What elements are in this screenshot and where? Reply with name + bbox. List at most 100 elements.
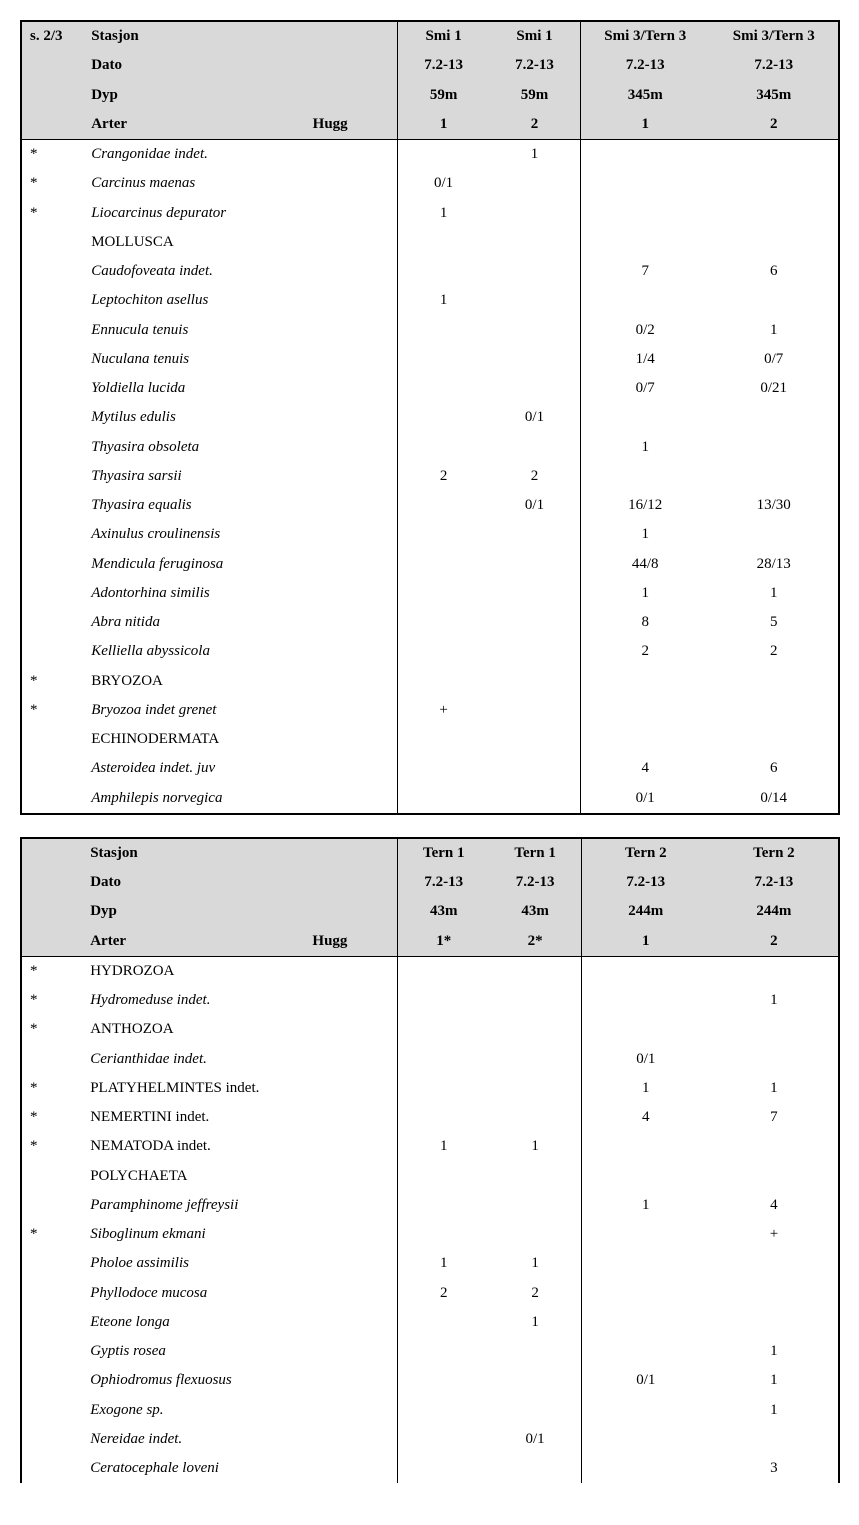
data-cell	[580, 696, 709, 725]
data-cell: 2	[580, 637, 709, 666]
data-cell	[709, 725, 839, 754]
data-cell	[581, 1425, 710, 1454]
row-mark: *	[21, 1074, 82, 1103]
data-cell: 0/2	[580, 316, 709, 345]
page-label: s. 2/3	[30, 28, 63, 44]
data-cell: 6	[709, 754, 839, 783]
header-stasjon-2: Stasjon	[82, 838, 397, 868]
data-cell: 13/30	[709, 491, 839, 520]
table-2-header: Stasjon Tern 1 Tern 1 Tern 2 Tern 2 Dato…	[21, 838, 839, 957]
data-cell	[398, 433, 489, 462]
data-cell	[489, 1103, 581, 1132]
data-cell	[581, 1015, 710, 1044]
table-row: Ennucula tenuis0/21	[21, 316, 839, 345]
header-dato: Dato	[83, 51, 397, 80]
data-cell	[489, 1454, 581, 1483]
data-cell: 4	[710, 1191, 839, 1220]
species-name: Hydromeduse indet.	[82, 986, 397, 1015]
data-cell	[489, 1191, 581, 1220]
data-cell	[398, 520, 489, 549]
t1-station-1: Smi 1	[398, 21, 489, 51]
table-row: Exogone sp.1	[21, 1396, 839, 1425]
data-cell: 1	[580, 579, 709, 608]
data-cell	[580, 725, 709, 754]
data-cell: 0/1	[489, 491, 580, 520]
data-cell	[489, 228, 580, 257]
data-cell	[489, 1396, 581, 1425]
data-cell	[581, 1337, 710, 1366]
species-name: Caudofoveata indet.	[83, 257, 397, 286]
data-cell: 0/21	[709, 374, 839, 403]
data-cell	[398, 1162, 490, 1191]
row-mark: *	[21, 140, 83, 170]
table-row: Ophiodromus flexuosus0/11	[21, 1366, 839, 1395]
row-mark	[21, 286, 83, 315]
t1-station-3: Smi 3/Tern 3	[580, 21, 709, 51]
data-cell: +	[710, 1220, 839, 1249]
t2-hugg-3: 1	[581, 927, 710, 957]
table-row: *Siboglinum ekmani+	[21, 1220, 839, 1249]
row-mark: *	[21, 169, 83, 198]
data-cell	[580, 228, 709, 257]
table-row: Nereidae indet.0/1	[21, 1425, 839, 1454]
data-cell	[581, 1132, 710, 1161]
header-dato-2: Dato	[82, 868, 397, 897]
t2-depth-4: 244m	[710, 897, 839, 926]
data-cell	[580, 169, 709, 198]
row-mark	[21, 228, 83, 257]
row-mark: *	[21, 1220, 82, 1249]
row-mark	[21, 462, 83, 491]
table-row: Cerianthidae indet.0/1	[21, 1045, 839, 1074]
data-cell	[398, 1074, 490, 1103]
data-cell: 0/1	[489, 1425, 581, 1454]
table-row: Eteone longa1	[21, 1308, 839, 1337]
t1-hugg-2: 2	[489, 110, 580, 140]
data-cell	[398, 1191, 490, 1220]
t2-date-2: 7.2-13	[489, 868, 581, 897]
data-cell: 2	[398, 462, 489, 491]
row-mark	[21, 1454, 82, 1483]
data-cell: 1/4	[580, 345, 709, 374]
data-cell	[398, 1396, 490, 1425]
table-row: Abra nitida85	[21, 608, 839, 637]
species-name: Ceratocephale loveni	[82, 1454, 397, 1483]
data-cell: 1	[489, 1308, 581, 1337]
header-arter-2: Arter	[82, 927, 304, 957]
data-cell: 28/13	[709, 550, 839, 579]
row-mark: *	[21, 956, 82, 986]
species-name: Abra nitida	[83, 608, 397, 637]
species-name: Thyasira equalis	[83, 491, 397, 520]
data-cell: 1	[709, 316, 839, 345]
data-cell	[489, 986, 581, 1015]
row-mark	[21, 754, 83, 783]
t2-station-4: Tern 2	[710, 838, 839, 868]
species-name: Phyllodoce mucosa	[82, 1279, 397, 1308]
t2-hugg-4: 2	[710, 927, 839, 957]
data-cell	[710, 1279, 839, 1308]
data-cell	[398, 491, 489, 520]
data-cell	[489, 725, 580, 754]
row-mark: *	[21, 986, 82, 1015]
data-cell	[398, 1308, 490, 1337]
species-name: ECHINODERMATA	[83, 725, 397, 754]
data-cell	[709, 462, 839, 491]
data-cell	[580, 199, 709, 228]
row-mark	[21, 725, 83, 754]
data-cell	[398, 1337, 490, 1366]
row-mark: *	[21, 199, 83, 228]
species-name: HYDROZOA	[82, 956, 397, 986]
data-cell	[398, 550, 489, 579]
row-mark	[21, 491, 83, 520]
row-mark	[21, 1337, 82, 1366]
data-cell	[398, 1220, 490, 1249]
row-mark	[21, 1191, 82, 1220]
t1-hugg-3: 1	[580, 110, 709, 140]
data-cell: 0/1	[581, 1366, 710, 1395]
row-mark	[21, 520, 83, 549]
data-cell: 0/14	[709, 784, 839, 814]
data-cell	[398, 956, 490, 986]
table-row: Yoldiella lucida0/70/21	[21, 374, 839, 403]
data-cell: 0/1	[398, 169, 489, 198]
row-mark: *	[21, 1103, 82, 1132]
data-cell: 1	[489, 140, 580, 170]
